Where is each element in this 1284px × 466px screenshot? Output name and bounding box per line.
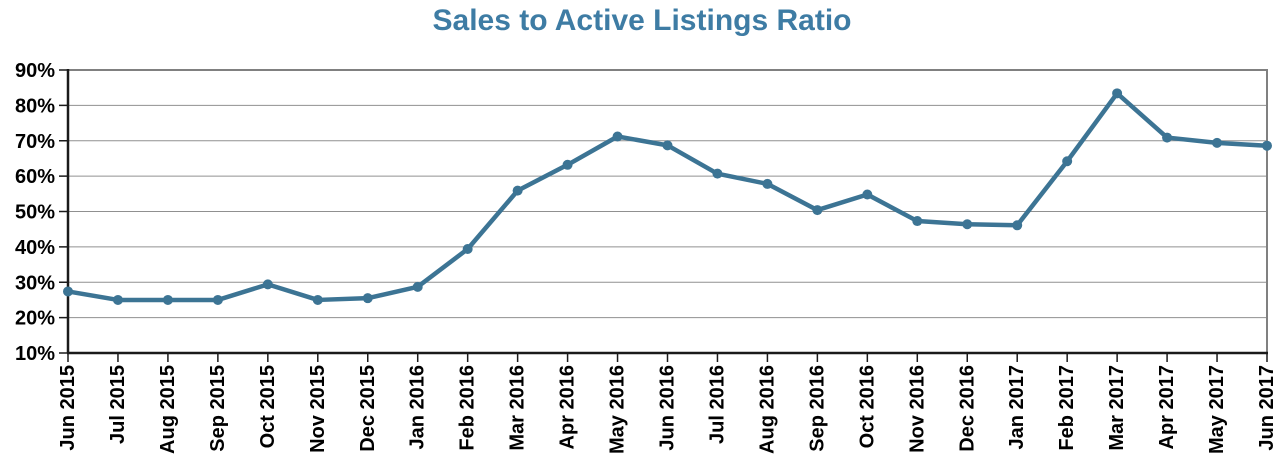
- x-axis-label: Jan 2017: [1006, 365, 1028, 450]
- y-axis-label: 70%: [15, 131, 55, 153]
- x-axis-label: Jun 2015: [57, 365, 79, 451]
- y-axis-label: 30%: [15, 272, 55, 294]
- data-series-line: [65, 91, 1270, 303]
- x-axis-label: Nov 2015: [307, 365, 329, 453]
- data-point-marker: [312, 294, 323, 305]
- y-axis-label: 50%: [15, 202, 55, 224]
- x-axis-label: Jan 2016: [407, 365, 429, 450]
- y-axis-label: 80%: [15, 95, 55, 117]
- data-point-marker: [112, 294, 123, 305]
- x-axis-label: Nov 2016: [906, 365, 928, 453]
- x-axis-label: May 2017: [1206, 365, 1228, 454]
- data-point-marker: [162, 294, 173, 305]
- x-axis-label: Apr 2017: [1156, 365, 1178, 450]
- y-axis-label: 10%: [15, 343, 55, 365]
- x-axis-label: Sep 2015: [207, 365, 229, 452]
- x-axis-label: Mar 2017: [1106, 365, 1128, 451]
- y-axis-label: 20%: [15, 308, 55, 330]
- data-point-marker: [662, 140, 673, 151]
- x-axis-label: Feb 2016: [457, 365, 479, 451]
- x-axis-label: Oct 2016: [856, 365, 878, 448]
- data-point-marker: [212, 294, 223, 305]
- y-axis-label: 40%: [15, 237, 55, 259]
- data-point-marker: [762, 178, 773, 189]
- x-axis-label: Apr 2016: [557, 365, 579, 450]
- data-point-marker: [712, 168, 723, 179]
- data-point-marker: [412, 281, 423, 292]
- y-axis-label: 60%: [15, 166, 55, 188]
- x-axis-label: Jul 2015: [107, 365, 129, 444]
- x-axis-label: Jun 2016: [657, 365, 679, 451]
- x-axis-label: May 2016: [607, 365, 629, 454]
- x-axis-label: Dec 2016: [956, 365, 978, 452]
- x-axis-label: Dec 2015: [357, 365, 379, 452]
- data-point-marker: [912, 216, 923, 227]
- data-point-marker: [812, 205, 823, 216]
- data-point-marker: [362, 293, 373, 304]
- x-axis-label: Sep 2016: [806, 365, 828, 452]
- data-point-marker: [512, 185, 523, 196]
- data-point-marker: [1012, 220, 1023, 231]
- x-axis-label: Feb 2017: [1056, 365, 1078, 451]
- data-point-marker: [462, 243, 473, 254]
- x-axis-label: Aug 2016: [756, 365, 778, 454]
- x-axis-label: Jul 2016: [706, 365, 728, 444]
- data-point-marker: [1062, 156, 1073, 167]
- data-point-marker: [962, 219, 973, 230]
- x-axis-label: Oct 2015: [257, 365, 279, 448]
- chart-title: Sales to Active Listings Ratio: [432, 4, 852, 37]
- x-axis-label: Mar 2016: [507, 365, 529, 451]
- data-point-marker: [1162, 132, 1173, 143]
- x-axis-label: Jun 2017: [1256, 365, 1278, 451]
- y-axis-label: 90%: [15, 60, 55, 82]
- line-chart-plot: 10% 20% 30% 40% 50% 60% 70% 80% 90% Jun 2015 Jul 2…: [15, 60, 1278, 454]
- data-point-marker: [1212, 137, 1223, 148]
- data-point-marker: [63, 286, 73, 297]
- data-point-marker: [1262, 140, 1272, 151]
- data-point-marker: [1112, 88, 1123, 99]
- data-point-marker: [262, 279, 273, 290]
- data-point-marker: [612, 131, 623, 142]
- x-axis-label: Aug 2015: [157, 365, 179, 454]
- data-point-marker: [562, 159, 573, 170]
- data-point-marker: [862, 189, 873, 200]
